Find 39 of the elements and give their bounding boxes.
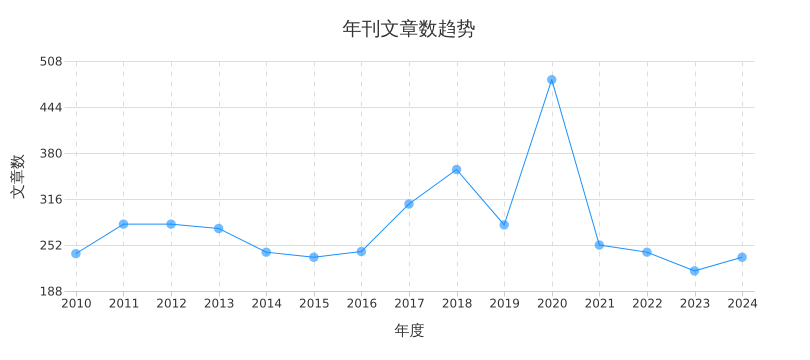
- point: [404, 199, 414, 209]
- point: [452, 164, 462, 174]
- x-tick-label: 2015: [299, 296, 330, 310]
- y-tick-label: 316: [40, 192, 62, 206]
- x-tick-label: 2017: [394, 296, 425, 310]
- x-tick-label: 2023: [680, 296, 710, 310]
- point: [262, 247, 271, 257]
- chart-title: 年刊文章数趋势: [342, 18, 476, 40]
- point: [214, 224, 224, 234]
- point: [71, 248, 81, 258]
- point: [594, 240, 604, 250]
- point: [499, 220, 509, 230]
- x-tick-label: 2019: [489, 296, 520, 310]
- y-tick-label: 508: [40, 54, 62, 68]
- point: [737, 252, 747, 262]
- point: [118, 219, 128, 229]
- x-tick-label: 2014: [251, 296, 282, 310]
- y-tick-label: 188: [40, 284, 62, 298]
- y-tick-label: 444: [40, 100, 62, 114]
- x-tick-label: 2016: [346, 296, 378, 310]
- x-tick-label: 2011: [108, 296, 140, 310]
- point: [547, 74, 556, 84]
- x-tick-label: 2012: [156, 296, 187, 310]
- x-tick-label: 2024: [727, 296, 758, 310]
- point: [309, 252, 319, 262]
- y-tick-label: 380: [40, 146, 62, 160]
- x-tick-label: 2020: [536, 296, 568, 310]
- x-tick-label: 2010: [61, 296, 92, 310]
- x-tick-label: 2022: [632, 296, 663, 310]
- x-tick-label: 2018: [442, 296, 472, 310]
- point: [356, 246, 366, 256]
- y-axis-title: 文章数: [8, 154, 27, 199]
- y-tick-label: 252: [40, 238, 62, 252]
- point: [642, 247, 652, 257]
- x-axis-title: 年度: [394, 322, 424, 340]
- x-tick-label: 2013: [204, 296, 234, 310]
- x-tick-label: 2021: [584, 296, 616, 310]
- point: [690, 266, 700, 276]
- point: [166, 219, 176, 229]
